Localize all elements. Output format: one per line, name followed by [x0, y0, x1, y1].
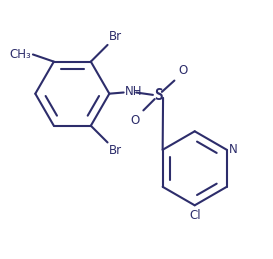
- Text: Br: Br: [109, 30, 122, 43]
- Text: O: O: [178, 64, 187, 77]
- Text: Cl: Cl: [189, 209, 200, 222]
- Text: NH: NH: [125, 85, 142, 98]
- Text: O: O: [130, 114, 140, 127]
- Text: CH₃: CH₃: [9, 48, 31, 61]
- Text: S: S: [154, 88, 163, 103]
- Text: Br: Br: [109, 144, 122, 157]
- Text: N: N: [229, 143, 238, 156]
